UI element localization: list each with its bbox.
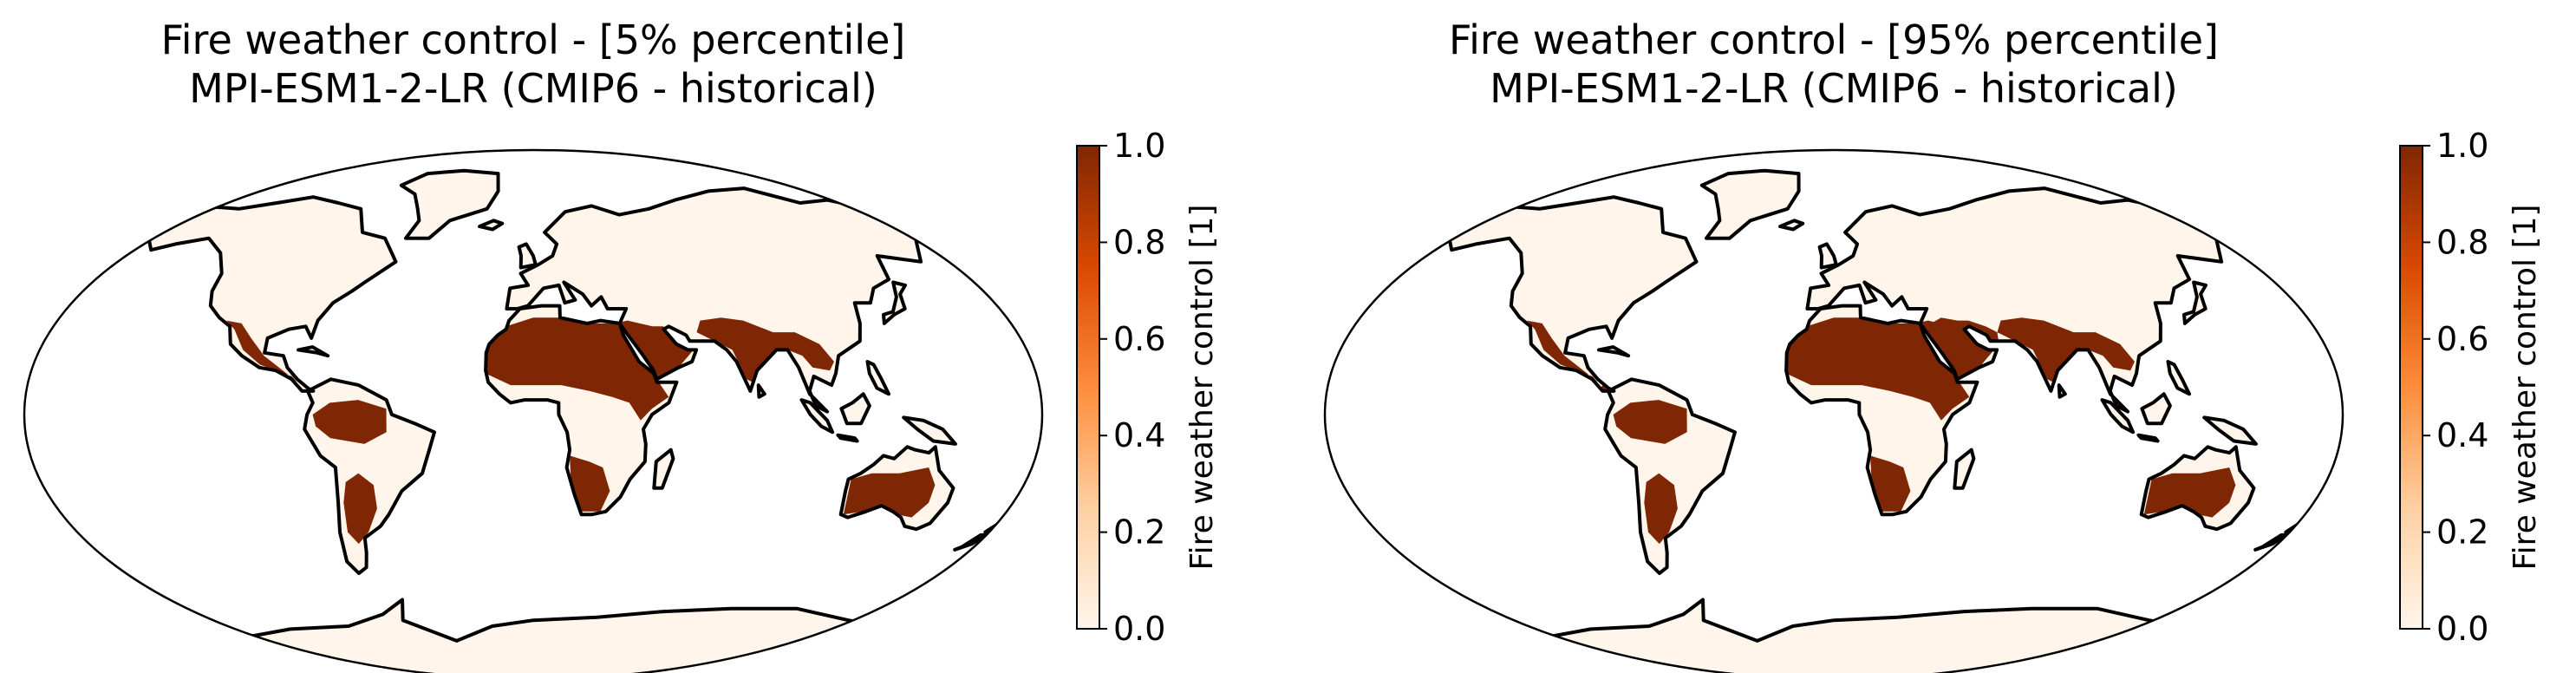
coastline — [1603, 377, 1737, 575]
coastline — [2253, 533, 2289, 552]
map-title-line-1: Fire weather control - [95% percentile] — [1449, 16, 2219, 63]
coastline — [1817, 242, 1838, 270]
world-map: 0.0 0.2 0.4 0.6 0.8 1.0 Fire weather control [… — [23, 127, 1220, 673]
landmass-borneo — [2142, 394, 2170, 424]
high-control-region — [1997, 317, 2135, 386]
high-control-region — [1870, 455, 1911, 512]
colorbar-label: Fire weather control [1] — [2508, 205, 2543, 571]
coastline — [1953, 448, 1976, 490]
coastline — [2182, 280, 2208, 325]
coastline — [882, 280, 907, 325]
landmass-uk — [518, 244, 536, 268]
landmass-madagascar — [1954, 449, 1974, 488]
map-title: Fire weather control - [5% percentile] M… — [0, 16, 1066, 113]
coastline — [652, 448, 675, 490]
colorbar-label: Fire weather control [1] — [1184, 205, 1220, 571]
map-title-line-2: MPI-ESM1-2-LR (CMIP6 - historical) — [1490, 65, 2178, 112]
coastline — [1597, 345, 1631, 358]
coastline — [2139, 445, 2256, 532]
coastline — [756, 383, 766, 399]
colorbar-tick-label: 0.4 — [2436, 416, 2488, 454]
coastline — [517, 242, 538, 270]
high-control-region — [1613, 400, 1687, 444]
landmass-uk — [1819, 244, 1836, 268]
high-control-region — [226, 320, 297, 382]
coastline — [505, 186, 934, 414]
high-control-region — [696, 317, 834, 386]
colorbar-tick-label: 0.8 — [2436, 223, 2488, 261]
high-control-region — [2143, 467, 2236, 518]
landmass-indonesia1 — [801, 400, 833, 433]
colorbar-tick-label: 0.8 — [1113, 223, 1165, 261]
high-control-layer — [1527, 317, 2236, 545]
colorbar-tick-label: 0.2 — [1113, 513, 1165, 552]
coastline — [1699, 168, 1801, 240]
coastline — [902, 415, 957, 446]
landmass-borneo — [841, 394, 870, 424]
high-control-region — [1786, 317, 1994, 421]
landmass-newGuinea — [903, 417, 955, 444]
coastline — [1784, 304, 1979, 517]
coastline — [1778, 219, 1805, 232]
coastline — [2136, 433, 2160, 443]
land-layer — [147, 168, 1004, 673]
landmass-greenland — [1701, 170, 1799, 238]
coastline — [799, 398, 835, 435]
colorbar — [2399, 145, 2423, 630]
landmass-antarctica — [193, 599, 883, 673]
coastline — [2166, 360, 2191, 396]
landmass-northAmerica — [1449, 197, 1697, 391]
colorbar-tick-label: 0.0 — [1113, 610, 1165, 648]
coastline — [484, 304, 679, 517]
high-control-region — [312, 400, 387, 444]
map-panel-p5: Fire weather control - [5% percentile] M… — [0, 0, 1283, 673]
coastline — [953, 533, 988, 552]
coastline — [839, 392, 871, 426]
map-title-line-2: MPI-ESM1-2-LR (CMIP6 - historical) — [189, 65, 877, 112]
coastline — [865, 360, 890, 396]
coastline — [2202, 415, 2258, 446]
coastline — [2100, 398, 2136, 435]
landmass-antarctica — [1494, 599, 2183, 673]
colorbar-tick-label: 0.6 — [2436, 320, 2488, 358]
high-control-region — [343, 473, 377, 545]
coastline — [2057, 383, 2067, 399]
map-title-line-1: Fire weather control - [5% percentile] — [160, 16, 906, 63]
coastline — [297, 345, 330, 358]
map-frame — [23, 148, 1044, 673]
world-map: 0.0 0.2 0.4 0.6 0.8 1.0 Fire weather control [… — [1323, 127, 2543, 673]
map-title: Fire weather control - [95% percentile] … — [1301, 16, 2367, 113]
high-control-layer — [226, 317, 936, 545]
landmass-madagascar — [654, 449, 674, 488]
map-frame — [1323, 148, 2344, 673]
colorbar — [1076, 145, 1100, 630]
colorbar-tick-label: 1.0 — [2436, 127, 2488, 165]
coastline — [1447, 195, 1699, 393]
landmass-indonesia1 — [2102, 400, 2134, 433]
coastline — [147, 195, 398, 393]
coastline — [2140, 392, 2172, 426]
colorbar-tick-label: 0.0 — [2436, 610, 2488, 648]
high-control-region — [1644, 473, 1678, 545]
coastline — [836, 433, 859, 443]
high-control-region — [843, 467, 936, 518]
colorbar-tick-label: 0.4 — [1113, 416, 1165, 454]
landmass-newGuinea — [2204, 417, 2256, 444]
coastline — [838, 445, 955, 532]
map-panel-p95: Fire weather control - [95% percentile] … — [1301, 0, 2576, 673]
coastline — [478, 219, 505, 232]
landmass-northAmerica — [148, 197, 396, 391]
land-layer — [1447, 168, 2305, 673]
coastline — [399, 168, 500, 240]
high-control-region — [486, 317, 694, 421]
coastline — [303, 377, 436, 575]
landmass-greenland — [401, 170, 499, 238]
colorbar-tick-label: 1.0 — [1113, 127, 1165, 165]
high-control-region — [570, 455, 610, 512]
coastline — [1805, 186, 2234, 414]
high-control-region — [1527, 320, 1598, 382]
colorbar-tick-label: 0.6 — [1113, 320, 1165, 358]
colorbar-tick-label: 0.2 — [2436, 513, 2488, 552]
